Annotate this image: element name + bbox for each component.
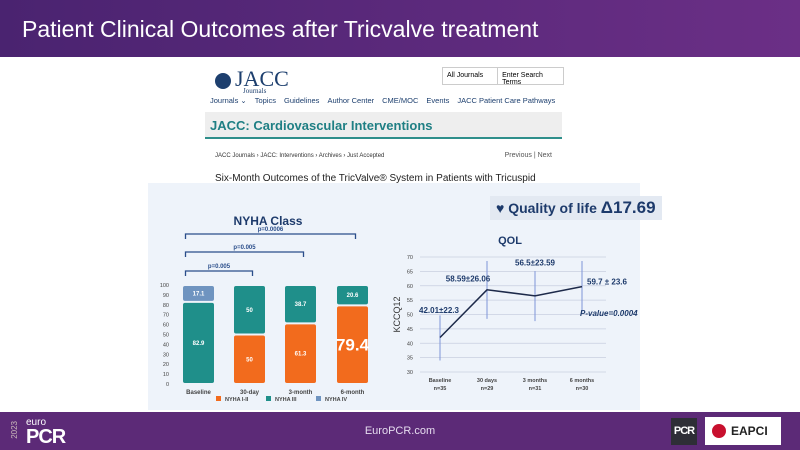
y-tick-label: 70	[163, 313, 169, 319]
nav-topics[interactable]: Topics	[254, 96, 276, 105]
seal-icon	[215, 72, 231, 89]
y-tick-label: 20	[163, 362, 169, 368]
n-label: n=31	[529, 386, 542, 392]
heart-logo-icon	[712, 424, 726, 438]
nav-guidelines[interactable]: Guidelines	[283, 96, 320, 105]
bar-nyha-i-ii	[285, 324, 316, 383]
bar-value-label: 50	[246, 308, 253, 314]
qol-chart: QOL KCCQ12 30 35 40 45 50 55 60 65 70 Baseline n=35 3…	[392, 235, 638, 392]
significance-bracket	[184, 233, 357, 239]
bar-nyha-iv	[183, 286, 214, 301]
slide-header: Patient Clinical Outcomes after Tricvalv…	[0, 0, 800, 57]
data-label: 42.01±22.3	[419, 306, 460, 315]
legend-label: NYHA I-II	[225, 397, 249, 403]
footer: 2023 euro PCR EuroPCR.com PCR EAPCI	[0, 412, 800, 450]
y-axis-label: KCCQ12	[392, 296, 402, 332]
y-tick-label: 55	[407, 298, 413, 304]
y-tick-label: 40	[163, 342, 169, 348]
chart-title: NYHA Class	[234, 214, 303, 228]
y-tick-label: 0	[166, 382, 169, 388]
journal-nav: Journals ⌄ Topics Guidelines Author Center C…	[210, 96, 555, 105]
nav-journals[interactable]: Journals ⌄	[210, 96, 247, 105]
search-bar[interactable]: All Journals Enter Search Terms	[442, 67, 564, 86]
site-url[interactable]: EuroPCR.com	[364, 425, 436, 437]
p-value-annotation: P-value=0.0004	[580, 309, 638, 318]
legend-swatch	[216, 396, 221, 401]
n-label: n=35	[434, 386, 447, 392]
bar-value-label: 79.4	[336, 336, 370, 355]
x-tick-label: 30 days	[477, 378, 497, 384]
nav-events[interactable]: Events	[426, 96, 450, 105]
data-label: 58.59±26.06	[446, 274, 491, 283]
bar-value-label: 61.3	[295, 352, 307, 358]
bar-nyha-i-ii	[337, 306, 368, 383]
bar-nyha-iii	[234, 286, 265, 334]
legend-label: NYHA IV	[325, 397, 347, 403]
bar-value-label: 38.7	[295, 302, 307, 308]
y-tick-label: 10	[163, 372, 169, 378]
bar-nyha-i-ii	[234, 335, 265, 383]
slide-title: Patient Clinical Outcomes after Tricvalv…	[22, 16, 539, 42]
y-tick-label: 50	[163, 333, 169, 339]
journal-screenshot: JACC Journals All Journals Enter Search Te…	[205, 62, 564, 202]
y-tick-label: 40	[407, 341, 413, 347]
p-value-label: p=0.005	[233, 245, 256, 251]
eapci-logo: EAPCI	[705, 417, 781, 445]
y-tick-label: 35	[407, 356, 413, 362]
y-tick-label: 30	[163, 352, 169, 358]
data-label: 59.7 ± 23.6	[587, 277, 628, 286]
nyha-chart: NYHA Class 0 10 20 30 40 50 60 70 80 90 100 82.9 17.1…	[160, 214, 370, 403]
heart-icon: ♥	[496, 200, 505, 216]
bar-value-label: 82.9	[193, 341, 205, 347]
y-tick-label: 30	[407, 370, 413, 376]
nav-cme[interactable]: CME/MOC	[382, 96, 419, 105]
y-tick-label: 60	[407, 284, 413, 290]
jacc-logo: JACC Journals	[215, 66, 289, 95]
x-tick-label: 3 months	[523, 378, 547, 384]
journal-select[interactable]: All Journals	[443, 68, 499, 84]
chart-title: QOL	[498, 235, 522, 247]
y-tick-label: 80	[163, 303, 169, 309]
legend-swatch	[316, 396, 321, 401]
p-value-label: p=0.005	[208, 264, 231, 270]
bar-value-label: 20.6	[347, 293, 359, 299]
bar-nyha-iii	[183, 302, 214, 383]
significance-bracket	[184, 270, 254, 276]
n-label: n=29	[481, 386, 494, 392]
y-tick-label: 65	[407, 269, 413, 275]
y-tick-label: 45	[407, 327, 413, 333]
prev-link[interactable]: Previous	[504, 152, 532, 159]
x-tick-label: 3-month	[289, 390, 313, 396]
y-tick-label: 50	[407, 313, 413, 319]
n-label: n=30	[576, 386, 589, 392]
qol-line	[439, 285, 583, 338]
p-value-label: p=0.0006	[258, 227, 284, 233]
next-link[interactable]: Next	[537, 152, 552, 159]
qol-badge: ♥ Quality of life Δ17.69	[490, 196, 662, 220]
search-input[interactable]: Enter Search Terms	[502, 72, 543, 86]
bar-value-label: 17.1	[193, 291, 205, 297]
bar-nyha-iii	[285, 286, 316, 323]
legend-label: NYHA III	[275, 397, 297, 403]
breadcrumb[interactable]: JACC Journals › JACC: Interventions › Ar…	[215, 153, 385, 159]
pcr-logo: PCR	[671, 418, 697, 445]
pager: Previous | Next	[504, 152, 552, 159]
bar-nyha-iii	[337, 286, 368, 305]
nav-author-center[interactable]: Author Center	[327, 96, 375, 105]
y-tick-label: 90	[163, 293, 169, 299]
x-tick-label: 6-month	[341, 390, 365, 396]
y-tick-label: 100	[160, 283, 169, 289]
x-tick-label: 6 months	[570, 378, 594, 384]
journal-title[interactable]: JACC: Cardiovascular Interventions	[205, 112, 562, 139]
data-label: 56.5±23.59	[515, 259, 556, 268]
x-tick-label: Baseline	[429, 378, 452, 384]
bar-value-label: 50	[246, 357, 253, 363]
nav-pathways[interactable]: JACC Patient Care Pathways	[457, 96, 556, 105]
y-tick-label: 70	[407, 255, 413, 261]
legend-swatch	[266, 396, 271, 401]
significance-bracket	[184, 251, 305, 257]
x-tick-label: 30-day	[240, 390, 260, 396]
x-tick-label: Baseline	[186, 390, 211, 396]
y-tick-label: 60	[163, 323, 169, 329]
